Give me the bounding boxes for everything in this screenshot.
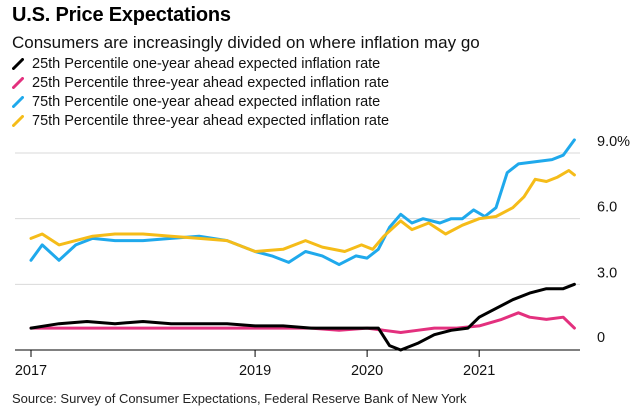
y-tick-label: 6.0 xyxy=(597,200,617,216)
x-tick-label: 2017 xyxy=(15,363,47,379)
legend-label: 25th Percentile three-year ahead expecte… xyxy=(32,75,390,91)
y-tick-label: 0 xyxy=(597,330,605,346)
x-tick-label: 2019 xyxy=(239,363,271,379)
legend-swatch xyxy=(12,58,24,70)
x-tick-label: 2021 xyxy=(463,363,495,379)
x-tick-label: 2020 xyxy=(351,363,383,379)
source-note: Source: Survey of Consumer Expectations,… xyxy=(12,391,467,406)
legend-label: 75th Percentile one-year ahead expected … xyxy=(32,94,381,110)
series-line xyxy=(29,311,576,334)
y-tick-label: 9.0% xyxy=(597,134,630,150)
series-line xyxy=(29,282,576,352)
chart-subtitle: Consumers are increasingly divided on wh… xyxy=(12,33,480,52)
legend-swatch xyxy=(12,96,24,108)
series-line xyxy=(29,169,576,253)
y-tick-label: 3.0 xyxy=(597,265,617,281)
series-line xyxy=(29,138,576,267)
legend-label: 25th Percentile one-year ahead expected … xyxy=(32,56,381,72)
chart-title: U.S. Price Expectations xyxy=(12,4,231,26)
legend-label: 75th Percentile three-year ahead expecte… xyxy=(32,113,390,129)
legend-swatch xyxy=(12,77,24,89)
legend-swatch xyxy=(12,115,24,127)
